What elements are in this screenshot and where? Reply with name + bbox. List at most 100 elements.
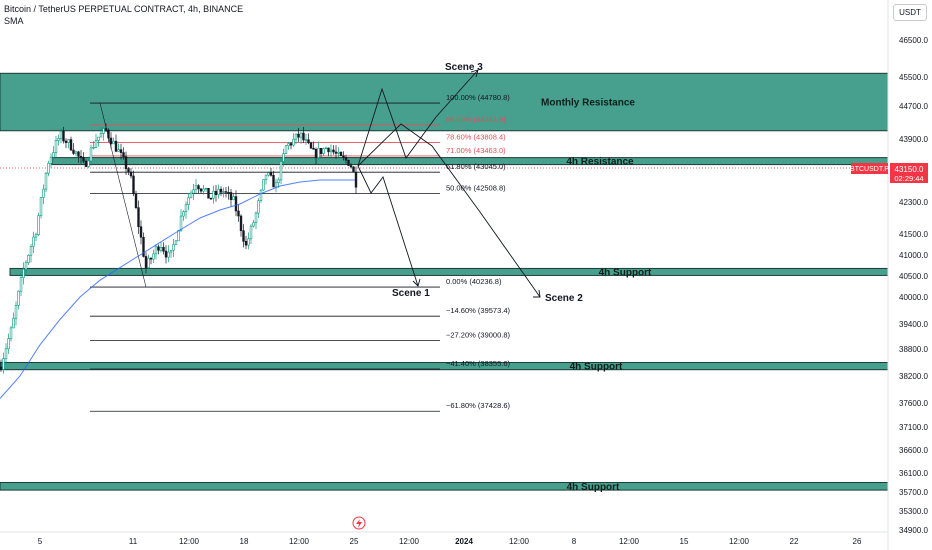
candle-body bbox=[189, 192, 193, 199]
candle-body bbox=[212, 190, 215, 199]
candle-body bbox=[342, 155, 345, 158]
candle-body bbox=[224, 191, 228, 193]
price-tick-label: 35700.0 bbox=[899, 488, 928, 497]
symbol-tag-label: BTCUSDT.P bbox=[850, 166, 889, 173]
candles bbox=[0, 123, 358, 374]
candle-body bbox=[159, 247, 163, 251]
candle-body bbox=[339, 151, 343, 157]
time-tick-label: 12:00 bbox=[289, 537, 310, 546]
candle-body bbox=[27, 254, 30, 263]
candle-body bbox=[354, 171, 358, 188]
candle-body bbox=[112, 140, 115, 145]
currency-button[interactable]: USDT bbox=[893, 4, 927, 21]
time-tick-label: 12:00 bbox=[729, 537, 750, 546]
candle-body bbox=[202, 188, 205, 192]
candle-body bbox=[217, 188, 220, 195]
candle-body bbox=[347, 159, 350, 166]
fib-label: 61.80% (43045.0) bbox=[446, 162, 506, 171]
candle-body bbox=[194, 185, 198, 191]
candle-body bbox=[167, 251, 170, 258]
scenario-paths: Scene 1 Scene 2 Scene 3 bbox=[357, 62, 583, 304]
price-tick-label: 46500.0 bbox=[899, 36, 928, 45]
time-tick-label: 5 bbox=[38, 537, 43, 546]
scene-1-arrowhead bbox=[412, 278, 421, 287]
candle-body bbox=[97, 136, 100, 141]
price-tick-label: 45500.0 bbox=[899, 73, 928, 82]
candle-body bbox=[177, 230, 180, 242]
time-tick-label: 12:00 bbox=[509, 537, 530, 546]
candle-body bbox=[307, 139, 310, 144]
fib-label: 78.60% (43808.4) bbox=[446, 133, 506, 142]
zone-box bbox=[0, 482, 889, 491]
candle-body bbox=[74, 151, 78, 154]
candle-body bbox=[139, 226, 143, 238]
candle-body bbox=[264, 174, 268, 180]
candle-body bbox=[152, 253, 155, 260]
candle-body bbox=[69, 139, 73, 151]
fib-label: −27.20% (39000.8) bbox=[446, 331, 511, 340]
price-tick-label: 40000.0 bbox=[899, 293, 928, 302]
candle-body bbox=[294, 133, 298, 140]
candle-body bbox=[262, 179, 265, 191]
symbol-tag bbox=[851, 163, 888, 174]
zone-label: 4h Support bbox=[570, 362, 623, 373]
candle-body bbox=[44, 172, 48, 190]
candle-body bbox=[207, 187, 210, 199]
price-tick-label: 37100.0 bbox=[899, 423, 928, 432]
zone-label: 4h Resistance bbox=[566, 157, 634, 168]
price-tick-label: 38200.0 bbox=[899, 372, 928, 381]
candle-body bbox=[4, 348, 8, 359]
price-tick-label: 39400.0 bbox=[899, 320, 928, 329]
candle-body bbox=[79, 156, 83, 158]
price-tick-label: 38800.0 bbox=[899, 345, 928, 354]
fib-label: −41.40% (38355.6) bbox=[446, 359, 511, 368]
candle-body bbox=[37, 215, 40, 235]
indicator-label[interactable]: SMA bbox=[4, 16, 24, 26]
candle-body bbox=[352, 166, 355, 173]
scene-2-path bbox=[357, 123, 541, 298]
fib-label: −14.60% (39573.4) bbox=[446, 306, 511, 315]
candle-body bbox=[297, 133, 300, 138]
scene-label: Scene 3 bbox=[445, 62, 483, 73]
fib-label: 0.00% (40236.8) bbox=[446, 277, 502, 286]
candle-body bbox=[182, 211, 185, 217]
candle-body bbox=[119, 149, 123, 153]
price-tick-label: 34900.0 bbox=[899, 526, 928, 535]
candle-body bbox=[42, 188, 45, 198]
price-tick-label: 36100.0 bbox=[899, 469, 928, 478]
candle-body bbox=[299, 132, 303, 138]
candle-body bbox=[252, 222, 255, 227]
candle-body bbox=[287, 143, 290, 147]
fib-levels: 100.00% (44780.8) 88.60% (44243.9) 78.60% … bbox=[0, 93, 888, 412]
candle-body bbox=[144, 256, 148, 268]
candle-body bbox=[284, 145, 288, 154]
candle-body bbox=[124, 156, 128, 169]
candle-body bbox=[147, 257, 150, 268]
candle-body bbox=[34, 234, 38, 238]
candle-body bbox=[222, 191, 225, 193]
candle-body bbox=[277, 179, 280, 184]
candle-body bbox=[247, 238, 250, 246]
candle-body bbox=[169, 249, 173, 253]
candle-body bbox=[332, 149, 335, 153]
candle-body bbox=[114, 140, 118, 152]
candle-body bbox=[187, 197, 190, 205]
candle-body bbox=[227, 191, 230, 194]
candle-body bbox=[219, 188, 223, 193]
fib-label: 100.00% (44780.8) bbox=[446, 93, 510, 102]
candle-body bbox=[129, 171, 133, 177]
candle-body bbox=[272, 175, 275, 188]
candle-body bbox=[292, 138, 295, 146]
fib-label: −61.80% (37428.6) bbox=[446, 401, 511, 410]
candle-body bbox=[137, 207, 140, 228]
zone-box bbox=[0, 72, 889, 132]
candle-body bbox=[249, 225, 253, 240]
candle-body bbox=[317, 147, 320, 158]
candle-body bbox=[174, 240, 178, 245]
candle-body bbox=[279, 161, 283, 181]
candle-body bbox=[154, 246, 158, 255]
candle-body bbox=[14, 305, 18, 319]
price-tick-label: 41000.0 bbox=[899, 251, 928, 260]
time-tick-label: 11 bbox=[129, 537, 138, 546]
